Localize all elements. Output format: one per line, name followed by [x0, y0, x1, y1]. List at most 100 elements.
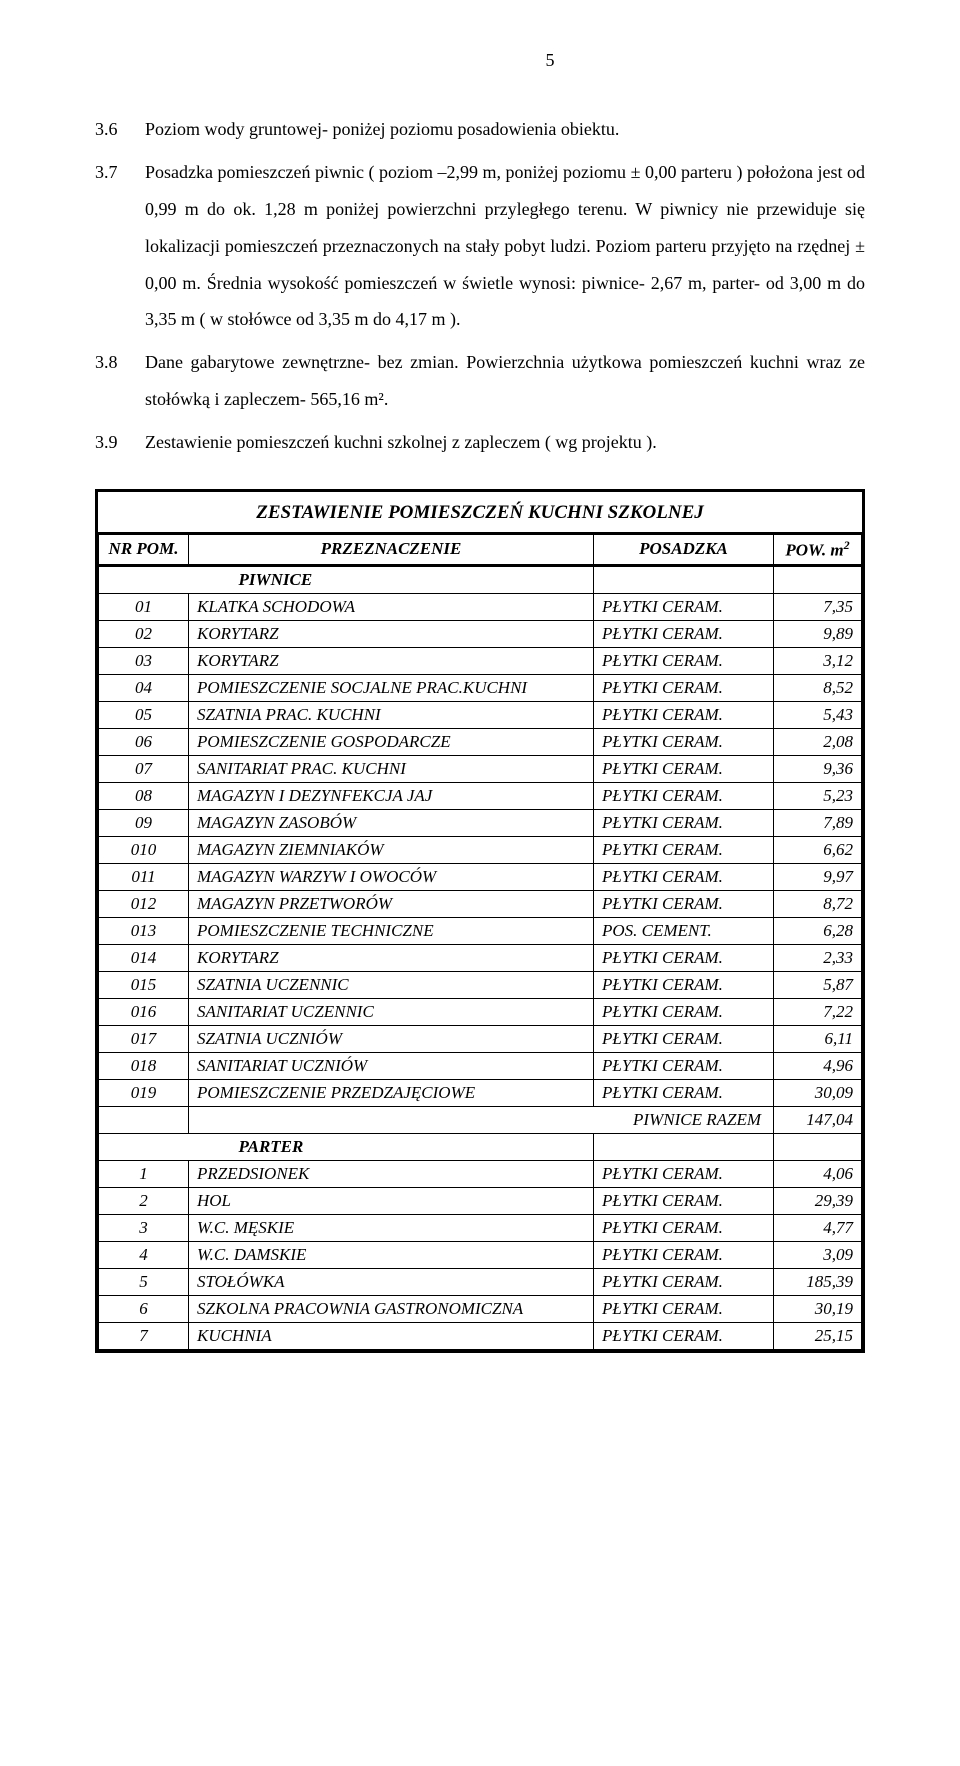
table-cell: 9,36 [774, 755, 862, 782]
table-cell: PŁYTKI CERAM. [594, 755, 774, 782]
table-cell: SANITARIAT UCZENNIC [189, 998, 594, 1025]
table-cell: 25,15 [774, 1322, 862, 1349]
table-cell: 07 [99, 755, 189, 782]
table-row: 017SZATNIA UCZNIÓWPŁYTKI CERAM.6,11 [99, 1025, 862, 1052]
table-cell: SZKOLNA PRACOWNIA GASTRONOMICZNA [189, 1295, 594, 1322]
table-cell: KORYTARZ [189, 620, 594, 647]
subtotal-row: PIWNICE RAZEM147,04 [99, 1106, 862, 1133]
table-row: 05SZATNIA PRAC. KUCHNIPŁYTKI CERAM.5,43 [99, 701, 862, 728]
table-cell: 4,06 [774, 1160, 862, 1187]
table-row: 07SANITARIAT PRAC. KUCHNIPŁYTKI CERAM.9,… [99, 755, 862, 782]
table-cell: 29,39 [774, 1187, 862, 1214]
table-cell: 010 [99, 836, 189, 863]
table-cell: POS. CEMENT. [594, 917, 774, 944]
table-cell: PŁYTKI CERAM. [594, 1322, 774, 1349]
table-cell: 7,22 [774, 998, 862, 1025]
table-cell: PŁYTKI CERAM. [594, 1268, 774, 1295]
table-row: 016SANITARIAT UCZENNICPŁYTKI CERAM.7,22 [99, 998, 862, 1025]
table-cell: SZATNIA PRAC. KUCHNI [189, 701, 594, 728]
table-row: 015SZATNIA UCZENNICPŁYTKI CERAM.5,87 [99, 971, 862, 998]
table-row: 09MAGAZYN ZASOBÓWPŁYTKI CERAM.7,89 [99, 809, 862, 836]
table-cell: 3,12 [774, 647, 862, 674]
table-cell: POMIESZCZENIE PRZEDZAJĘCIOWE [189, 1079, 594, 1106]
section-text: Posadzka pomieszczeń piwnic ( poziom –2,… [145, 154, 865, 338]
table-cell: PŁYTKI CERAM. [594, 701, 774, 728]
table-cell: PŁYTKI CERAM. [594, 647, 774, 674]
table-cell: 6,62 [774, 836, 862, 863]
table-cell: 5,23 [774, 782, 862, 809]
table-cell: POMIESZCZENIE TECHNICZNE [189, 917, 594, 944]
table-cell: PRZEDSIONEK [189, 1160, 594, 1187]
table-row: 01KLATKA SCHODOWAPŁYTKI CERAM.7,35 [99, 593, 862, 620]
table-cell: 5,87 [774, 971, 862, 998]
table-cell: 018 [99, 1052, 189, 1079]
table-cell: 30,09 [774, 1079, 862, 1106]
table-cell: PŁYTKI CERAM. [594, 1187, 774, 1214]
table-cell: 09 [99, 809, 189, 836]
table-cell: 02 [99, 620, 189, 647]
section-number: 3.8 [95, 344, 145, 418]
body-text: 3.6Poziom wody gruntowej- poniżej poziom… [95, 111, 865, 461]
page-number: 5 [235, 50, 865, 71]
table-cell: MAGAZYN I DEZYNFEKCJA JAJ [189, 782, 594, 809]
group-row: PIWNICE [99, 565, 862, 593]
table-cell: PŁYTKI CERAM. [594, 971, 774, 998]
table-cell: KORYTARZ [189, 944, 594, 971]
table-row: 6SZKOLNA PRACOWNIA GASTRONOMICZNAPŁYTKI … [99, 1295, 862, 1322]
table-cell: 06 [99, 728, 189, 755]
section-number: 3.7 [95, 154, 145, 338]
table-cell: 012 [99, 890, 189, 917]
table-cell: PŁYTKI CERAM. [594, 890, 774, 917]
table-cell: 7 [99, 1322, 189, 1349]
table-cell: 8,52 [774, 674, 862, 701]
table-cell: 7,35 [774, 593, 862, 620]
table-body: PIWNICE 01KLATKA SCHODOWAPŁYTKI CERAM.7,… [99, 565, 862, 1349]
table-row: 06POMIESZCZENIE GOSPODARCZEPŁYTKI CERAM.… [99, 728, 862, 755]
table-cell: 6,11 [774, 1025, 862, 1052]
table-cell: KUCHNIA [189, 1322, 594, 1349]
table-row: 2HOLPŁYTKI CERAM.29,39 [99, 1187, 862, 1214]
table-cell: PŁYTKI CERAM. [594, 1295, 774, 1322]
table-row: 02KORYTARZPŁYTKI CERAM.9,89 [99, 620, 862, 647]
rooms-table: NR POM. PRZEZNACZENIE POSADZKA POW. m2 P… [98, 532, 862, 1350]
table-cell: PŁYTKI CERAM. [594, 674, 774, 701]
subtotal-label: PIWNICE RAZEM [189, 1106, 774, 1133]
section-number: 3.6 [95, 111, 145, 148]
table-cell: 08 [99, 782, 189, 809]
table-cell: 019 [99, 1079, 189, 1106]
table-cell: PŁYTKI CERAM. [594, 836, 774, 863]
table-cell: 5 [99, 1268, 189, 1295]
table-cell: SANITARIAT UCZNIÓW [189, 1052, 594, 1079]
table-cell: PŁYTKI CERAM. [594, 1052, 774, 1079]
table-cell: 4,96 [774, 1052, 862, 1079]
table-cell: PŁYTKI CERAM. [594, 1025, 774, 1052]
table-cell: 014 [99, 944, 189, 971]
table-title: ZESTAWIENIE POMIESZCZEŃ KUCHNI SZKOLNEJ [98, 492, 862, 532]
section: 3.9Zestawienie pomieszczeń kuchni szkoln… [95, 424, 865, 461]
table-cell: 04 [99, 674, 189, 701]
table-row: 013POMIESZCZENIE TECHNICZNEPOS. CEMENT.6… [99, 917, 862, 944]
table-cell: 8,72 [774, 890, 862, 917]
section: 3.6Poziom wody gruntowej- poniżej poziom… [95, 111, 865, 148]
table-cell: PŁYTKI CERAM. [594, 1241, 774, 1268]
table-cell: PŁYTKI CERAM. [594, 593, 774, 620]
table-row: 010MAGAZYN ZIEMNIAKÓWPŁYTKI CERAM.6,62 [99, 836, 862, 863]
table-cell: 011 [99, 863, 189, 890]
table-cell: 01 [99, 593, 189, 620]
table-cell: MAGAZYN WARZYW I OWOCÓW [189, 863, 594, 890]
table-cell: 1 [99, 1160, 189, 1187]
col-pos-header: POSADZKA [594, 534, 774, 566]
table-cell: 9,89 [774, 620, 862, 647]
group-row: PARTER [99, 1133, 862, 1160]
table-cell: HOL [189, 1187, 594, 1214]
table-cell: W.C. MĘSKIE [189, 1214, 594, 1241]
table-cell: 2,08 [774, 728, 862, 755]
table-cell: 3 [99, 1214, 189, 1241]
table-row: 03KORYTARZPŁYTKI CERAM.3,12 [99, 647, 862, 674]
table-cell: PŁYTKI CERAM. [594, 944, 774, 971]
section-number: 3.9 [95, 424, 145, 461]
table-cell: KLATKA SCHODOWA [189, 593, 594, 620]
table-cell: PŁYTKI CERAM. [594, 1079, 774, 1106]
subtotal-value: 147,04 [774, 1106, 862, 1133]
table-cell: 016 [99, 998, 189, 1025]
